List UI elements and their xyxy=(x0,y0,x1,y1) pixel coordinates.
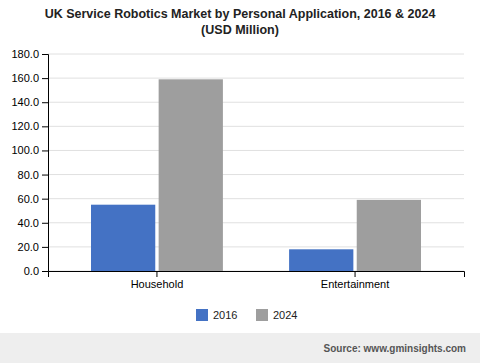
grid-line xyxy=(48,150,464,151)
x-axis-line xyxy=(49,272,465,278)
x-tick-mark xyxy=(156,271,157,277)
grid-line xyxy=(48,174,464,175)
legend-swatch xyxy=(256,309,268,321)
grid-line xyxy=(48,198,464,199)
grid-line xyxy=(48,78,464,79)
legend-label: 2024 xyxy=(273,309,297,321)
x-tick-label: Entertainment xyxy=(321,278,389,290)
y-tick: 180.0 xyxy=(11,48,48,60)
title-line: (USD Million) xyxy=(201,23,279,37)
annotation: Source: www.gminsights.com xyxy=(324,343,467,354)
y-tick: 40.0 xyxy=(18,217,48,229)
x-axis: Household Entertainment xyxy=(49,271,465,290)
y-tick-mark xyxy=(42,78,48,79)
bar xyxy=(357,200,421,271)
legend: 2016 2024 xyxy=(196,309,297,321)
y-tick: 160.0 xyxy=(11,72,48,84)
legend-item: 2024 xyxy=(256,309,297,321)
grid xyxy=(48,54,464,271)
y-tick-label: 0.0 xyxy=(24,265,39,277)
chart: UK Service Robotics Market by Personal A… xyxy=(0,0,480,363)
y-tick: 80.0 xyxy=(18,169,48,181)
x-tick-mark xyxy=(355,271,356,277)
grid-line xyxy=(48,54,464,55)
legend-label: 2016 xyxy=(213,309,237,321)
y-tick-mark xyxy=(42,199,48,200)
bar xyxy=(289,249,353,271)
bar xyxy=(91,205,155,271)
y-tick-mark xyxy=(42,54,48,55)
y-tick: 60.0 xyxy=(18,193,48,205)
y-tick-label: 60.0 xyxy=(18,193,39,205)
y-tick-mark xyxy=(42,271,48,272)
y-tick: 120.0 xyxy=(11,120,48,132)
footer xyxy=(0,333,480,363)
legend-item: 2016 xyxy=(196,309,237,321)
title: UK Service Robotics Market by Personal A… xyxy=(45,7,436,37)
plot: 0.0 20.0 40.0 60.0 80.0 100.0 120.0 140.0 160.0 1… xyxy=(11,48,464,290)
legend-swatch xyxy=(196,309,208,321)
y-tick-mark xyxy=(42,102,48,103)
grid-line xyxy=(48,102,464,103)
y-tick-mark xyxy=(42,126,48,127)
y-tick-label: 40.0 xyxy=(18,217,39,229)
y-axis-line xyxy=(42,55,49,272)
y-tick: 20.0 xyxy=(18,241,48,253)
y-tick-mark xyxy=(42,223,48,224)
series xyxy=(159,79,421,271)
x-tick: Household xyxy=(131,271,184,290)
y-tick-label: 80.0 xyxy=(18,169,39,181)
x-tick-label: Household xyxy=(131,278,184,290)
bar xyxy=(159,79,223,271)
y-tick-label: 120.0 xyxy=(11,120,39,132)
y-tick-label: 180.0 xyxy=(11,48,39,60)
x-tick: Entertainment xyxy=(321,271,389,290)
y-tick-label: 20.0 xyxy=(18,241,39,253)
y-tick-label: 160.0 xyxy=(11,72,39,84)
y-tick-mark xyxy=(42,247,48,248)
y-tick-label: 140.0 xyxy=(11,96,39,108)
grid-line xyxy=(48,126,464,127)
y-tick-label: 100.0 xyxy=(11,144,39,156)
y-tick-mark xyxy=(42,175,48,176)
bars xyxy=(91,79,421,271)
y-tick: 100.0 xyxy=(11,144,48,156)
title-line: UK Service Robotics Market by Personal A… xyxy=(45,7,436,21)
y-tick: 0.0 xyxy=(24,265,48,277)
y-tick-mark xyxy=(42,150,48,151)
y-axis: 0.0 20.0 40.0 60.0 80.0 100.0 120.0 140.0 160.0 1… xyxy=(11,48,48,277)
y-tick: 140.0 xyxy=(11,96,48,108)
